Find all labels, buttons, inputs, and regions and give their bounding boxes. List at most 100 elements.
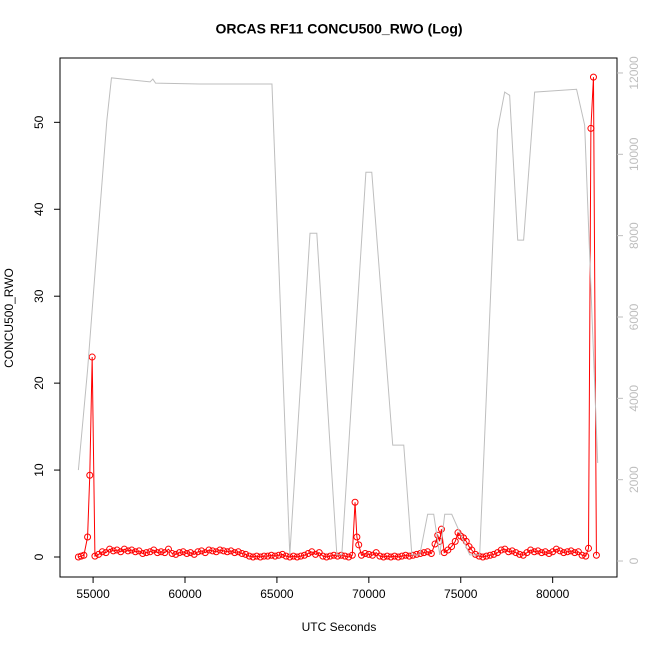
data-point	[552, 545, 560, 553]
data-point	[245, 552, 253, 560]
data-point	[84, 533, 92, 541]
y2-tick-label: 4000	[627, 385, 641, 412]
data-point	[172, 550, 180, 558]
y-tick-label: 30	[32, 289, 46, 303]
data-point	[234, 548, 242, 556]
data-point	[387, 553, 395, 561]
data-point	[326, 552, 334, 560]
data-point	[260, 552, 268, 560]
data-point	[187, 549, 195, 557]
data-point	[300, 551, 308, 559]
data-point	[589, 73, 597, 81]
data-point	[253, 552, 261, 560]
y-tick-label: 50	[32, 115, 46, 129]
data-point	[205, 546, 213, 554]
data-point	[209, 547, 217, 555]
data-point	[471, 550, 479, 558]
plot-frame	[59, 57, 618, 578]
data-point	[146, 548, 154, 556]
data-point	[341, 552, 349, 560]
data-point	[183, 550, 191, 558]
data-point	[297, 552, 305, 560]
data-point	[319, 552, 327, 560]
data-point	[323, 553, 331, 561]
data-point	[482, 552, 490, 560]
data-point	[436, 537, 444, 545]
x-tick-label: 65000	[260, 587, 294, 601]
data-point	[109, 547, 117, 555]
data-point	[479, 553, 487, 561]
data-point	[420, 549, 428, 557]
data-point	[128, 546, 136, 554]
data-point	[353, 533, 361, 541]
y2-tick-label: 2000	[627, 466, 641, 493]
data-point	[490, 550, 498, 558]
data-point	[448, 543, 456, 551]
data-point	[508, 547, 516, 555]
chart-title: ORCAS RF11 CONCU500_RWO (Log)	[215, 21, 462, 37]
data-point	[238, 550, 246, 558]
data-point	[98, 548, 106, 556]
data-point	[486, 551, 494, 559]
data-point	[383, 552, 391, 560]
data-point	[372, 549, 380, 557]
data-point	[120, 545, 128, 553]
data-point	[271, 552, 279, 560]
data-point	[376, 552, 384, 560]
data-point	[394, 553, 402, 561]
data-point	[212, 548, 220, 556]
data-point	[216, 546, 224, 554]
data-point	[534, 547, 542, 555]
x-tick-label: 60000	[168, 587, 202, 601]
data-point	[592, 551, 600, 559]
data-point	[538, 549, 546, 557]
data-point	[365, 550, 373, 558]
data-point	[106, 545, 114, 553]
data-point	[91, 552, 99, 560]
data-point	[391, 552, 399, 560]
data-point	[249, 553, 257, 561]
data-point	[315, 549, 323, 557]
y2-tick-label: 10000	[627, 137, 641, 171]
data-point	[560, 549, 568, 557]
data-point	[437, 525, 445, 533]
data-point	[102, 549, 110, 557]
data-point	[563, 548, 571, 556]
data-point	[585, 544, 593, 552]
x-tick-label: 75000	[444, 587, 478, 601]
data-point	[231, 549, 239, 557]
data-point	[289, 552, 297, 560]
data-point	[345, 553, 353, 561]
data-point	[80, 551, 88, 559]
data-point	[86, 471, 94, 479]
data-point	[427, 550, 435, 558]
data-point	[424, 548, 432, 556]
data-point	[223, 548, 231, 556]
data-point	[264, 552, 272, 560]
data-point	[402, 551, 410, 559]
data-point	[567, 547, 575, 555]
data-point	[587, 124, 595, 132]
data-point	[497, 546, 505, 554]
y-tick-label: 10	[32, 463, 46, 477]
x-tick-label: 80000	[536, 587, 570, 601]
data-point	[267, 551, 275, 559]
data-point	[220, 547, 228, 555]
data-point	[512, 549, 520, 557]
data-point	[357, 551, 365, 559]
data-point	[348, 551, 356, 559]
data-point	[380, 553, 388, 561]
x-axis-label: UTC Seconds	[302, 620, 377, 634]
data-point	[505, 548, 513, 556]
data-point	[198, 547, 206, 555]
data-point	[153, 549, 161, 557]
data-point	[124, 547, 132, 555]
data-point	[527, 546, 535, 554]
data-point	[242, 550, 250, 558]
data-point	[293, 553, 301, 561]
data-point	[578, 551, 586, 559]
data-point	[405, 552, 413, 560]
y-tick-label: 0	[32, 553, 46, 560]
